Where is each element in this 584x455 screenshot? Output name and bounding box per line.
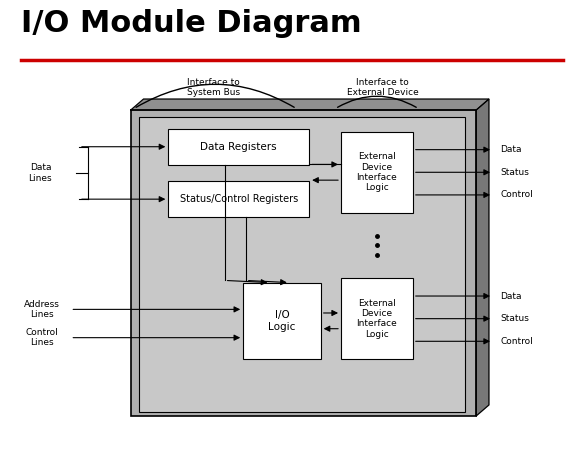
Bar <box>140 116 465 411</box>
Text: Status: Status <box>500 168 529 177</box>
Text: I/O Module Diagram: I/O Module Diagram <box>22 9 362 38</box>
Text: Control
Lines: Control Lines <box>25 328 58 347</box>
Bar <box>341 278 413 359</box>
Text: I/O
Logic: I/O Logic <box>268 310 296 332</box>
Text: External
Device
Interface
Logic: External Device Interface Logic <box>357 298 397 339</box>
Text: Status/Control Registers: Status/Control Registers <box>180 194 298 204</box>
Bar <box>168 129 310 165</box>
Bar <box>341 132 413 212</box>
Text: Data: Data <box>500 145 522 154</box>
Polygon shape <box>131 99 489 110</box>
Text: Control: Control <box>500 337 533 346</box>
Text: Status: Status <box>500 314 529 323</box>
Text: Address
Lines: Address Lines <box>23 300 60 319</box>
Bar <box>243 283 321 359</box>
Text: Interface to
External Device: Interface to External Device <box>347 77 419 97</box>
Text: Data
Lines: Data Lines <box>29 163 52 182</box>
Polygon shape <box>476 99 489 416</box>
Text: Control: Control <box>500 191 533 199</box>
Bar <box>168 181 310 217</box>
Text: Data: Data <box>500 292 522 300</box>
Bar <box>131 110 476 416</box>
Text: Data Registers: Data Registers <box>200 142 277 152</box>
Text: Interface to
System Bus: Interface to System Bus <box>187 77 240 97</box>
Text: External
Device
Interface
Logic: External Device Interface Logic <box>357 152 397 192</box>
